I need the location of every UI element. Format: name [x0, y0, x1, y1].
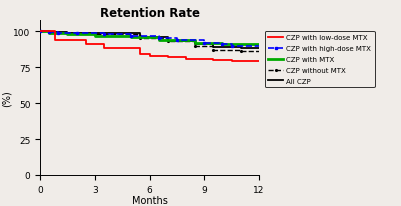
- X-axis label: Months: Months: [132, 195, 168, 205]
- Y-axis label: (%): (%): [2, 90, 12, 106]
- Legend: CZP with low-dose MTX, CZP with high-dose MTX, CZP with MTX, CZP without MTX, Al: CZP with low-dose MTX, CZP with high-dos…: [265, 32, 375, 88]
- Title: Retention Rate: Retention Rate: [99, 7, 200, 19]
